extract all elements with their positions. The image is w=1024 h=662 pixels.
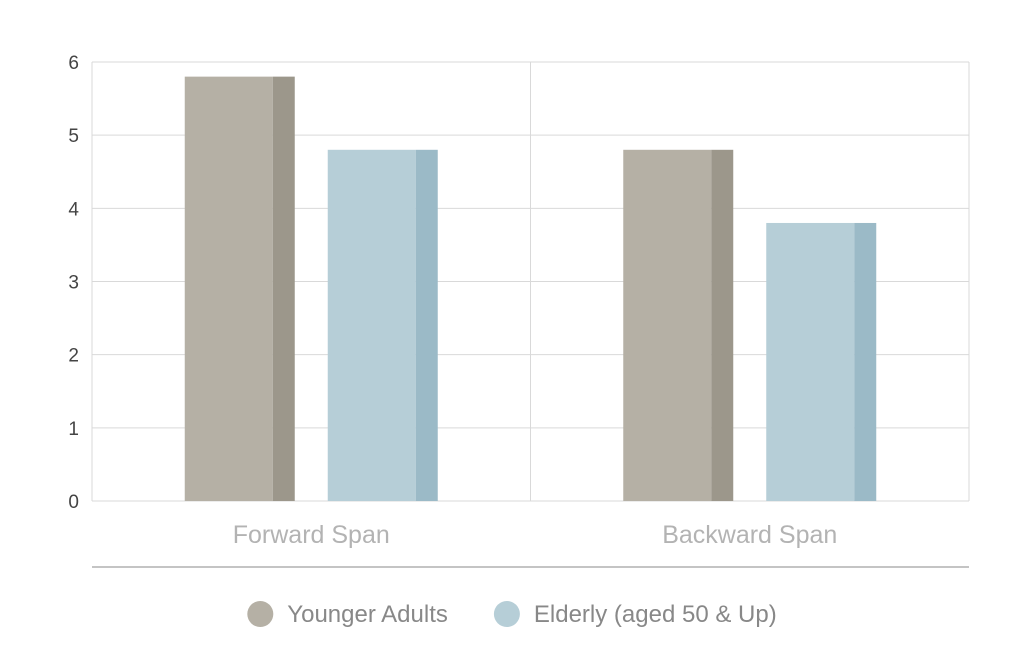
legend-swatch <box>247 601 274 627</box>
y-tick-label: 6 <box>68 53 79 74</box>
legend-label: Elderly (aged 50 & Up) <box>534 601 777 628</box>
bar-elderly-0 <box>327 149 438 502</box>
y-axis-ticks: 0 1 2 3 4 5 6 <box>68 53 79 513</box>
legend: Younger Adults Elderly (aged 50 & Up) <box>247 601 777 628</box>
bar-side <box>711 149 734 502</box>
bar-front <box>184 76 273 501</box>
y-tick-label: 1 <box>68 419 79 440</box>
legend-label: Younger Adults <box>287 601 448 628</box>
y-tick-label: 3 <box>68 273 79 294</box>
bar-side <box>854 222 877 501</box>
legend-swatch <box>493 601 520 627</box>
bar-younger-1 <box>623 149 734 502</box>
legend-item: Younger Adults <box>247 601 448 628</box>
bar-younger-0 <box>184 76 295 501</box>
y-tick-label: 5 <box>68 126 79 147</box>
bar-front <box>327 149 416 502</box>
bar-side <box>415 149 438 502</box>
legend-item: Elderly (aged 50 & Up) <box>493 601 777 628</box>
bar-front <box>766 222 855 501</box>
bar-elderly-1 <box>766 222 877 501</box>
bars <box>184 76 877 502</box>
x-axis-categories: Forward Span Backward Span <box>233 521 838 549</box>
y-tick-label: 2 <box>68 346 79 367</box>
bar-front <box>623 149 712 502</box>
bar-side <box>272 76 295 501</box>
y-tick-label: 4 <box>68 199 79 220</box>
x-category-label: Forward Span <box>233 521 390 549</box>
x-category-label: Backward Span <box>662 521 837 549</box>
y-tick-label: 0 <box>68 492 79 513</box>
